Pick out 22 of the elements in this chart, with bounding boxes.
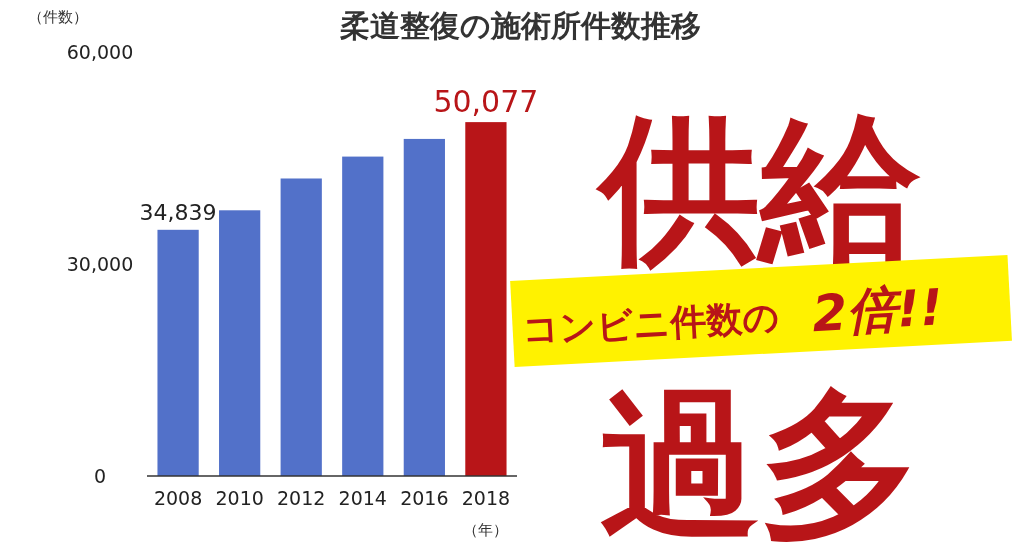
text: コンビニ件数の: [521, 296, 781, 351]
y-tick-label: 60,000: [66, 40, 134, 63]
data-label: 34,839: [139, 199, 217, 225]
bar: [219, 210, 261, 476]
bar: [280, 178, 322, 476]
x-tick-label: 2018: [461, 487, 511, 509]
y-tick-label: 0: [93, 464, 107, 487]
bar: [342, 156, 384, 476]
x-tick-label: 2008: [153, 487, 203, 509]
x-tick-label: 2014: [338, 487, 387, 509]
x-tick-label: 2010: [215, 487, 264, 509]
chart-title: 柔道整復の施術所件数推移: [338, 8, 701, 43]
y-tick-label: 30,000: [66, 252, 134, 275]
bar: [403, 138, 445, 476]
y-axis-title: （件数）: [28, 8, 88, 26]
bar: [465, 122, 507, 476]
data-label: 50,077: [433, 84, 539, 120]
x-tick-label: 2012: [277, 487, 326, 509]
x-tick-label: 2016: [400, 487, 449, 509]
x-axis-title: （年）: [462, 521, 508, 539]
text: 過多: [600, 371, 920, 550]
bar: [157, 229, 199, 476]
